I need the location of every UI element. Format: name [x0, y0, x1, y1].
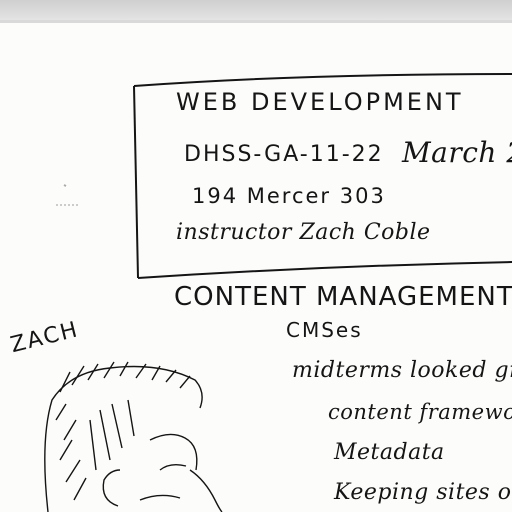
scanner-top-band: [0, 0, 512, 22]
lecture-date: March 29: [402, 136, 512, 169]
instructor-name: instructor Zach Coble: [176, 220, 431, 245]
note-item: CMSes: [286, 318, 363, 342]
room-number: 194 Mercer 303: [192, 184, 386, 208]
section-heading: CONTENT MANAGEMENT S: [174, 282, 512, 312]
note-item: content framewo: [328, 400, 512, 424]
course-title: WEB DEVELOPMENT: [176, 88, 464, 116]
note-item: Metadata: [334, 440, 445, 465]
portrait-label: ZACH: [8, 317, 82, 359]
note-item: Keeping sites onl: [334, 480, 512, 505]
course-code: DHSS-GA-11-22: [184, 142, 384, 167]
paper-edge: [0, 20, 512, 23]
portrait-sketch: [44, 361, 223, 512]
note-item: midterms looked gr: [292, 358, 512, 383]
